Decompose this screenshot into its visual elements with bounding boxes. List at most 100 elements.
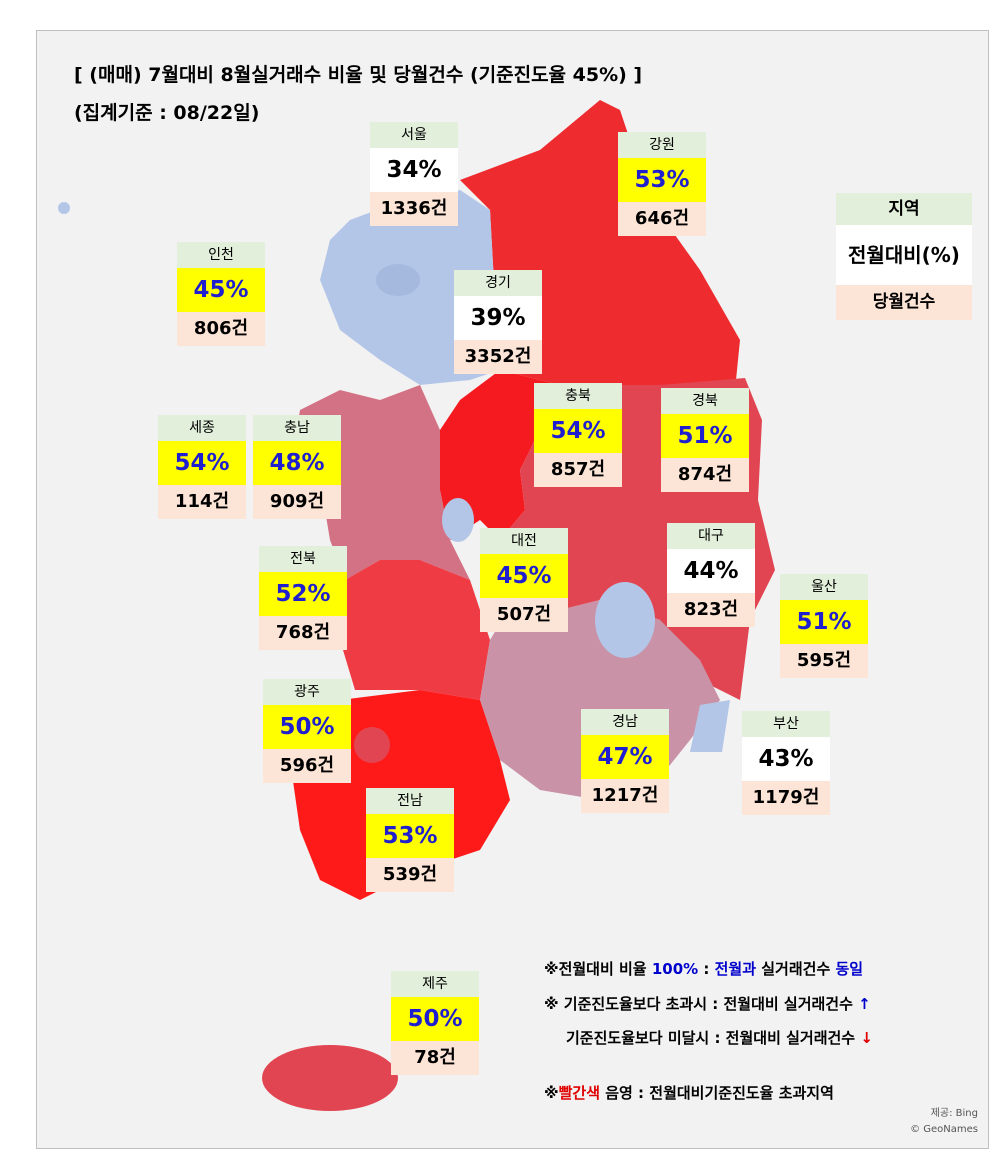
region-count: 78건: [391, 1041, 479, 1075]
legend-ratio: 전월대비(%): [836, 225, 972, 285]
credit: 제공: Bing: [930, 1108, 978, 1119]
region-box: 경북 51% 874건: [661, 388, 749, 492]
region-ratio: 51%: [661, 414, 749, 458]
note-part: ↓: [860, 1029, 873, 1047]
legend-count: 당월건수: [836, 285, 972, 320]
region-name: 울산: [780, 574, 868, 600]
note-part: 기준진도율보다 미달시 : 전월대비 실거래건수: [566, 1029, 861, 1047]
region-box: 인천 45% 806건: [177, 242, 265, 346]
region-name: 강원: [618, 132, 706, 158]
region-name: 충남: [253, 415, 341, 441]
note-part: ※전월대비 비율: [544, 960, 652, 978]
seoul: [376, 264, 420, 296]
region-ratio: 53%: [618, 158, 706, 202]
region-box: 전남 53% 539건: [366, 788, 454, 892]
region-name: 서울: [370, 122, 458, 148]
region-count: 1217건: [581, 779, 669, 813]
region-count: 646건: [618, 202, 706, 236]
region-box: 충남 48% 909건: [253, 415, 341, 519]
region-box: 대구 44% 823건: [667, 523, 755, 627]
note: ※ 기준진도율보다 초과시 : 전월대비 실거래건수 ↑: [544, 993, 871, 1014]
region-count: 114건: [158, 485, 246, 519]
region-box: 전북 52% 768건: [259, 546, 347, 650]
busan: [690, 700, 730, 752]
region-name: 세종: [158, 415, 246, 441]
region-count: 768건: [259, 616, 347, 650]
region-ratio: 50%: [391, 997, 479, 1041]
note-part: 전월과: [714, 960, 757, 978]
region-ratio: 47%: [581, 735, 669, 779]
chungbuk: [440, 370, 560, 540]
region-box: 광주 50% 596건: [263, 679, 351, 783]
credit: © GeoNames: [910, 1124, 978, 1135]
region-count: 595건: [780, 644, 868, 678]
region-ratio: 44%: [667, 549, 755, 593]
region-count: 1179건: [742, 781, 830, 815]
note-part: ↑: [858, 995, 871, 1013]
region-ratio: 45%: [480, 554, 568, 598]
note-part: 빨간색: [558, 1084, 600, 1102]
region-ratio: 48%: [253, 441, 341, 485]
region-name: 대전: [480, 528, 568, 554]
region-box: 강원 53% 646건: [618, 132, 706, 236]
jeju: [262, 1045, 398, 1111]
region-name: 부산: [742, 711, 830, 737]
region-name: 충북: [534, 383, 622, 409]
region-box: 서울 34% 1336건: [370, 122, 458, 226]
island: [58, 202, 70, 214]
gwangju: [354, 727, 390, 763]
region-name: 전남: [366, 788, 454, 814]
region-count: 507건: [480, 598, 568, 632]
region-ratio: 52%: [259, 572, 347, 616]
region-count: 3352건: [454, 340, 542, 374]
region-box: 부산 43% 1179건: [742, 711, 830, 815]
region-name: 경기: [454, 270, 542, 296]
region-count: 874건: [661, 458, 749, 492]
daegu: [595, 582, 655, 658]
note: ※전월대비 비율 100% : 전월과 실거래건수 동일: [544, 958, 863, 979]
daejeon: [442, 498, 474, 542]
legend-box: 지역 전월대비(%) 당월건수: [836, 193, 972, 320]
region-box: 경기 39% 3352건: [454, 270, 542, 374]
note-part: ※: [544, 1084, 559, 1102]
note-part: 100%: [651, 960, 699, 978]
legend-name: 지역: [836, 193, 972, 225]
note: ※빨간색 음영 : 전월대비기준진도율 초과지역: [544, 1082, 834, 1103]
region-name: 광주: [263, 679, 351, 705]
region-name: 인천: [177, 242, 265, 268]
title: [ (매매) 7월대비 8월실거래수 비율 및 당월건수 (기준진도율 45%)…: [74, 64, 643, 86]
region-count: 823건: [667, 593, 755, 627]
region-count: 857건: [534, 453, 622, 487]
region-count: 806건: [177, 312, 265, 346]
region-ratio: 51%: [780, 600, 868, 644]
region-box: 제주 50% 78건: [391, 971, 479, 1075]
note: 기준진도율보다 미달시 : 전월대비 실거래건수 ↓: [566, 1027, 873, 1048]
region-ratio: 54%: [158, 441, 246, 485]
region-name: 대구: [667, 523, 755, 549]
region-count: 909건: [253, 485, 341, 519]
region-ratio: 53%: [366, 814, 454, 858]
region-count: 596건: [263, 749, 351, 783]
region-ratio: 39%: [454, 296, 542, 340]
region-ratio: 54%: [534, 409, 622, 453]
note-part: 동일: [835, 960, 864, 978]
region-name: 경북: [661, 388, 749, 414]
region-ratio: 45%: [177, 268, 265, 312]
note-part: ※ 기준진도율보다 초과시 : 전월대비 실거래건수: [544, 995, 859, 1013]
region-box: 세종 54% 114건: [158, 415, 246, 519]
region-name: 전북: [259, 546, 347, 572]
region-box: 울산 51% 595건: [780, 574, 868, 678]
region-ratio: 34%: [370, 148, 458, 192]
region-ratio: 43%: [742, 737, 830, 781]
region-name: 제주: [391, 971, 479, 997]
region-count: 1336건: [370, 192, 458, 226]
note-part: 음영 : 전월대비기준진도율 초과지역: [600, 1084, 834, 1102]
note-part: 실거래건수: [756, 960, 836, 978]
region-name: 경남: [581, 709, 669, 735]
region-box: 대전 45% 507건: [480, 528, 568, 632]
jeonbuk: [340, 560, 490, 700]
region-ratio: 50%: [263, 705, 351, 749]
note-part: :: [698, 960, 715, 978]
region-box: 충북 54% 857건: [534, 383, 622, 487]
